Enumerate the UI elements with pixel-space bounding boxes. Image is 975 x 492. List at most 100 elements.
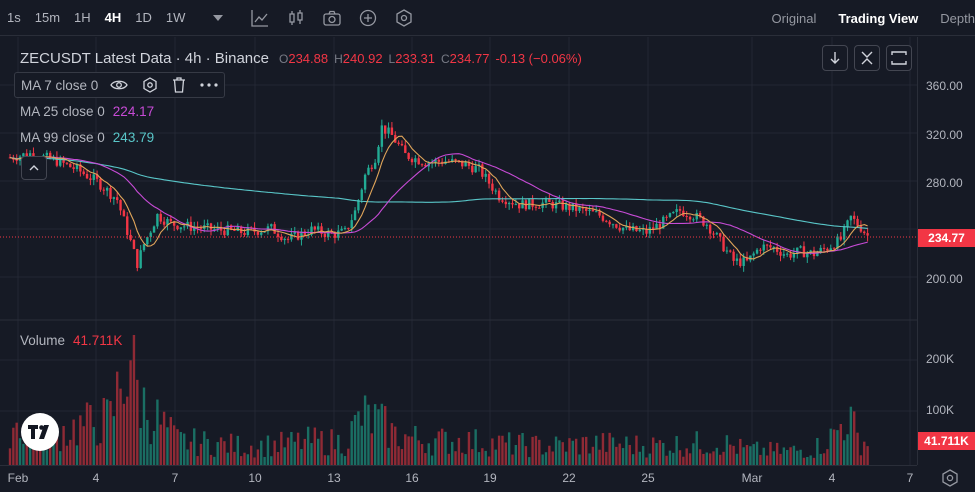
volume-bar — [263, 457, 266, 465]
add-icon[interactable] — [356, 6, 380, 30]
candle-body — [85, 174, 89, 179]
collapse-icon[interactable] — [854, 45, 880, 71]
time-axis-settings-icon[interactable] — [940, 468, 960, 488]
timeframe-1d[interactable]: 1D — [135, 10, 152, 25]
settings-icon[interactable] — [392, 6, 416, 30]
indicator-ma25-row[interactable]: MA 25 close 0 224.17 — [20, 104, 154, 119]
indicator-ma7-row[interactable]: MA 7 close 0 — [14, 72, 226, 98]
volume-bar — [414, 425, 417, 465]
trash-icon[interactable] — [172, 77, 186, 93]
timeframe-1h[interactable]: 1H — [74, 10, 91, 25]
volume-bar — [397, 446, 400, 465]
indicator-ma25-value: 224.17 — [112, 104, 155, 119]
volume-bar — [588, 453, 591, 465]
volume-bar — [451, 441, 454, 465]
volume-bar — [172, 425, 176, 465]
timeframe-15m[interactable]: 15m — [34, 10, 61, 25]
volume-bar — [598, 449, 601, 465]
volume-bar — [276, 452, 280, 465]
volume-bar — [122, 403, 126, 465]
volume-bar — [826, 449, 829, 465]
candle-body — [373, 162, 377, 169]
time-tick-4-mar: 4 — [828, 471, 836, 485]
indicator-ma99-row[interactable]: MA 99 close 0 243.79 — [20, 130, 154, 145]
volume-bar — [621, 448, 625, 465]
candle-body — [112, 197, 116, 199]
candle-body — [424, 164, 427, 167]
volume-bar — [524, 446, 528, 465]
volume-bar — [812, 457, 816, 465]
candle-body — [226, 225, 229, 236]
candle-body — [363, 174, 367, 190]
candle-body — [705, 224, 708, 226]
price-axis[interactable] — [917, 37, 975, 465]
symbol-title[interactable]: ZECUSDT Latest Data · 4h · Binance — [20, 50, 269, 67]
eye-icon[interactable] — [110, 79, 129, 91]
candle-body — [571, 203, 574, 211]
timeframe-4h[interactable]: 4H — [104, 10, 122, 25]
candle-body — [146, 237, 149, 245]
download-icon[interactable] — [822, 45, 848, 71]
candle-body — [92, 174, 95, 180]
candle-body — [69, 163, 72, 168]
volume-bar — [82, 426, 85, 465]
volume-bar — [491, 438, 494, 465]
chevron-down-icon[interactable] — [206, 6, 230, 30]
timeframe-1w[interactable]: 1W — [165, 10, 186, 25]
camera-icon[interactable] — [320, 6, 344, 30]
volume-bar — [662, 442, 665, 465]
view-trading-view[interactable]: Trading View — [838, 10, 919, 26]
timeframe-1s[interactable]: 1s — [7, 10, 21, 25]
volume-bar — [822, 453, 826, 465]
volume-bar — [136, 379, 139, 465]
candle-body — [420, 164, 424, 166]
candle-type-icon[interactable] — [284, 6, 308, 30]
candle-body — [72, 167, 75, 170]
price-chart[interactable] — [0, 37, 917, 465]
volume-bar — [765, 455, 769, 465]
volume-bar — [648, 453, 652, 465]
symbol-legend: ZECUSDT Latest Data · 4h · Binance O 234.… — [20, 50, 582, 67]
volume-bar — [658, 440, 662, 465]
fullscreen-icon[interactable] — [886, 45, 912, 71]
volume-bar — [59, 451, 62, 465]
candle-body — [702, 216, 705, 226]
time-tick-feb: Feb — [7, 471, 29, 485]
view-original[interactable]: Original — [771, 10, 817, 26]
volume-bar — [129, 360, 132, 465]
indicator-ma7-label: MA 7 close 0 — [21, 77, 99, 93]
volume-bar — [816, 437, 819, 465]
volume-bar — [655, 443, 658, 465]
volume-bar — [769, 441, 772, 465]
indicator-chart-icon[interactable] — [248, 6, 272, 30]
candle-body — [675, 209, 678, 212]
volume-bar — [444, 431, 447, 465]
more-icon[interactable] — [200, 83, 218, 87]
volume-bar — [511, 454, 514, 465]
volume-bar — [360, 425, 363, 465]
volume-bar — [390, 423, 394, 465]
volume-bar — [514, 445, 518, 465]
view-depth[interactable]: Depth — [940, 10, 975, 26]
candle-body — [759, 249, 762, 251]
tradingview-logo[interactable] — [21, 413, 59, 451]
time-axis[interactable] — [0, 465, 917, 492]
volume-bar — [705, 452, 708, 465]
volume-bar — [792, 445, 796, 465]
indicator-ma25-label: MA 25 close 0 — [20, 104, 105, 119]
collapse-legend-button[interactable] — [21, 156, 47, 180]
volume-bar — [89, 405, 92, 465]
candle-body — [591, 209, 595, 212]
candle-body — [608, 221, 611, 225]
volume-bar — [286, 437, 290, 465]
volume-bar — [306, 426, 310, 465]
indicator-settings-icon[interactable] — [142, 77, 158, 93]
candle-body — [655, 223, 658, 230]
candle-body — [799, 246, 802, 248]
volume-bar — [574, 438, 578, 465]
volume-bar — [752, 444, 755, 465]
price-tick-280: 280.00 — [926, 176, 963, 190]
candle-body — [357, 199, 360, 211]
volume-bar — [430, 455, 434, 465]
volume-label: Volume — [20, 333, 66, 348]
